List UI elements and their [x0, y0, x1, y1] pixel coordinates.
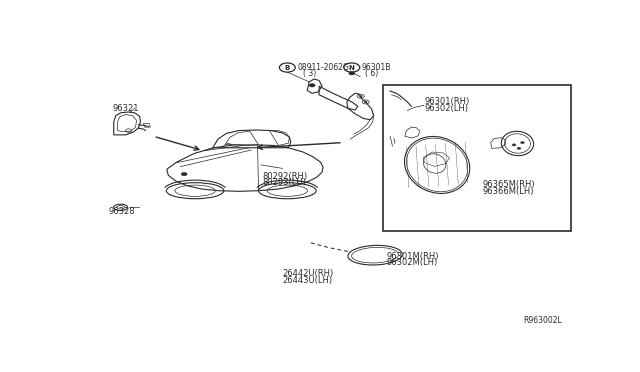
- Text: 80292(RH): 80292(RH): [262, 172, 308, 181]
- Circle shape: [181, 172, 187, 176]
- Bar: [383, 85, 571, 231]
- Text: 96328: 96328: [109, 207, 136, 216]
- Text: 96321: 96321: [112, 104, 139, 113]
- Text: 96366M(LH): 96366M(LH): [483, 187, 534, 196]
- Circle shape: [517, 147, 521, 150]
- Text: B: B: [285, 65, 290, 71]
- Text: 96301M(RH): 96301M(RH): [387, 251, 439, 260]
- Text: ( 6): ( 6): [365, 69, 378, 78]
- Text: 96301B: 96301B: [362, 63, 391, 72]
- Circle shape: [364, 101, 367, 103]
- Text: 96302(LH): 96302(LH): [425, 104, 468, 113]
- Circle shape: [512, 144, 516, 146]
- Text: 26443U(LH): 26443U(LH): [282, 276, 333, 285]
- Text: 96301(RH): 96301(RH): [425, 97, 470, 106]
- Circle shape: [520, 141, 524, 144]
- Text: R963002L: R963002L: [524, 316, 562, 325]
- Text: 26442U(RH): 26442U(RH): [282, 269, 333, 278]
- Circle shape: [359, 95, 362, 97]
- Text: 96365M(RH): 96365M(RH): [483, 180, 536, 189]
- Text: 80293(LH): 80293(LH): [262, 178, 307, 187]
- Text: 96302M(LH): 96302M(LH): [387, 258, 438, 267]
- Circle shape: [309, 84, 315, 87]
- Circle shape: [349, 71, 355, 75]
- Text: 08911-2062G: 08911-2062G: [297, 63, 349, 72]
- Text: ( 3): ( 3): [303, 69, 316, 78]
- Text: N: N: [349, 65, 355, 71]
